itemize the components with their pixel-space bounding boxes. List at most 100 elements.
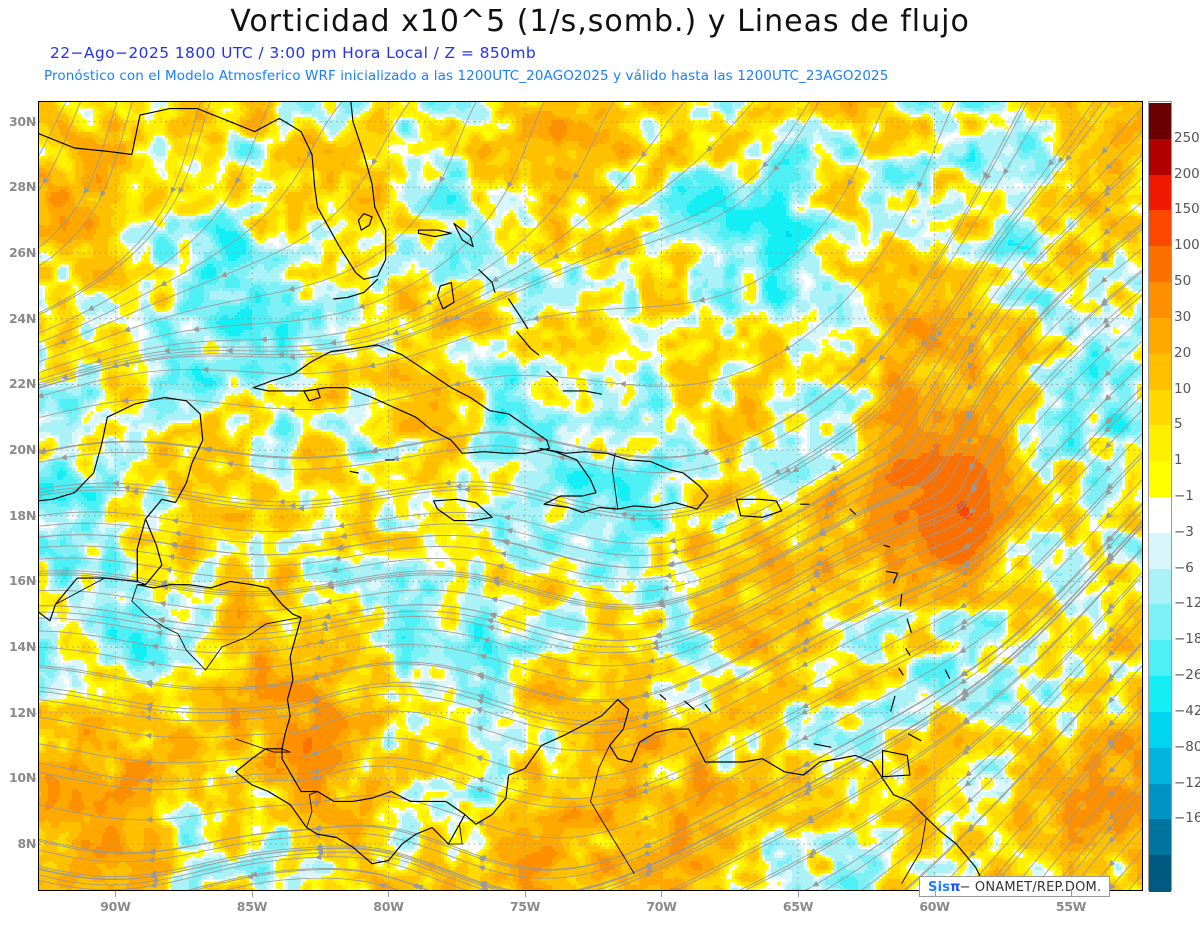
streamline-arrow	[324, 613, 332, 620]
streamline-arrow	[1048, 159, 1055, 167]
streamline-arrow	[1102, 317, 1110, 324]
streamline-arrow	[1101, 147, 1109, 155]
streamline-arrow	[321, 625, 329, 632]
streamline	[39, 102, 1028, 458]
lon-tick-mark	[934, 891, 936, 897]
colorbar-segment	[1149, 532, 1171, 570]
streamline-arrow	[1101, 250, 1108, 258]
streamline-arrow	[1107, 675, 1114, 683]
streamline-arrow	[496, 563, 504, 570]
streamline-arrow	[311, 799, 319, 806]
streamline	[39, 102, 1104, 516]
streamline	[39, 130, 1142, 556]
vorticity-map	[39, 102, 1142, 890]
streamline-arrow	[39, 447, 47, 454]
lat-tick-mark	[30, 844, 36, 846]
streamline	[861, 618, 1142, 890]
colorbar-segment	[1149, 389, 1171, 426]
streamline-arrow	[151, 877, 159, 884]
streamline-arrow	[154, 623, 162, 630]
streamline-arrow	[330, 567, 338, 574]
streamline-arrow	[326, 579, 334, 586]
streamline-arrow	[277, 351, 284, 358]
lat-tick-label: 30N	[0, 114, 36, 129]
streamline	[39, 102, 67, 157]
streamline-arrow	[643, 862, 652, 869]
streamline-arrow	[60, 454, 68, 461]
border-path	[611, 452, 619, 510]
lon-tick-mark	[251, 891, 253, 897]
lat-tick-label: 12N	[0, 705, 36, 720]
streamline-arrow	[965, 770, 973, 777]
streamline-arrow	[39, 392, 45, 399]
streamline-arrow	[145, 706, 152, 713]
streamline-arrow	[1104, 184, 1112, 192]
streamline-arrow	[122, 361, 130, 368]
colorbar-segment	[1149, 425, 1171, 462]
streamline-arrow	[1105, 512, 1113, 519]
streamline-arrow	[160, 579, 168, 586]
streamline-arrow	[930, 334, 937, 342]
streamline-arrow	[1108, 789, 1116, 797]
streamline-arrow	[1102, 255, 1110, 263]
streamline-arrow	[807, 817, 815, 824]
streamline-arrow	[288, 502, 296, 509]
streamline-arrow	[1107, 635, 1114, 643]
streamline-arrow	[829, 464, 837, 471]
lat-tick-mark	[30, 187, 36, 189]
credit-badge: Sisπ− ONAMET/REP.DOM.	[919, 876, 1111, 897]
streamline-arrow	[159, 600, 166, 607]
streamline-arrow	[358, 302, 366, 309]
streamline-arrow	[813, 571, 821, 578]
colorbar-tick-label: −1	[1174, 488, 1194, 504]
streamline-arrow	[702, 448, 710, 455]
streamline	[965, 688, 1142, 890]
streamline-arrow	[167, 554, 175, 561]
streamline	[39, 525, 1142, 890]
streamline-arrow	[959, 624, 967, 631]
streamline-arrow	[967, 311, 974, 319]
streamline-arrow	[959, 602, 967, 609]
streamline-arrow	[478, 865, 486, 872]
streamline-arrow	[1065, 154, 1073, 162]
streamline-arrow	[655, 617, 663, 624]
colorbar-tick-label: 20	[1174, 345, 1191, 361]
streamline-arrow	[628, 515, 636, 522]
streamline	[39, 456, 1142, 808]
streamline-arrow	[1103, 228, 1111, 235]
streamline-arrow	[287, 406, 295, 413]
streamline-arrow	[144, 732, 152, 739]
streamline-arrow	[476, 698, 484, 705]
coastline-path	[546, 370, 559, 382]
streamline-arrow	[1108, 603, 1115, 610]
lat-tick-label: 16N	[0, 573, 36, 588]
streamline-arrow	[506, 527, 513, 534]
streamline	[39, 102, 118, 248]
coastlines	[39, 102, 985, 884]
lat-tick-mark	[30, 581, 36, 583]
streamline-arrow	[490, 596, 498, 603]
streamline	[39, 102, 755, 386]
streamline-arrow	[645, 866, 653, 873]
streamline	[1031, 757, 1142, 890]
streamline-arrow	[801, 734, 809, 741]
streamline-arrow	[100, 190, 107, 198]
colorbar-segment	[1149, 747, 1171, 785]
streamline-arrow	[960, 581, 968, 588]
coastline-path	[704, 703, 712, 712]
streamline-arrow	[1107, 535, 1115, 543]
streamline-arrow	[558, 454, 565, 462]
coastline-path	[357, 213, 373, 231]
map-panel	[38, 101, 1143, 891]
streamline	[39, 294, 1142, 654]
coastline-path	[925, 817, 985, 884]
streamline-arrow	[967, 437, 974, 445]
streamline-arrow	[800, 684, 808, 691]
colorbar-segment	[1149, 497, 1171, 534]
coastline-path	[899, 593, 903, 607]
colorbar-segment	[1149, 711, 1171, 749]
lon-tick-label: 80W	[368, 899, 408, 914]
streamline-arrow	[416, 884, 424, 890]
streamline-arrow	[486, 617, 494, 624]
streamline-arrow	[475, 725, 483, 732]
